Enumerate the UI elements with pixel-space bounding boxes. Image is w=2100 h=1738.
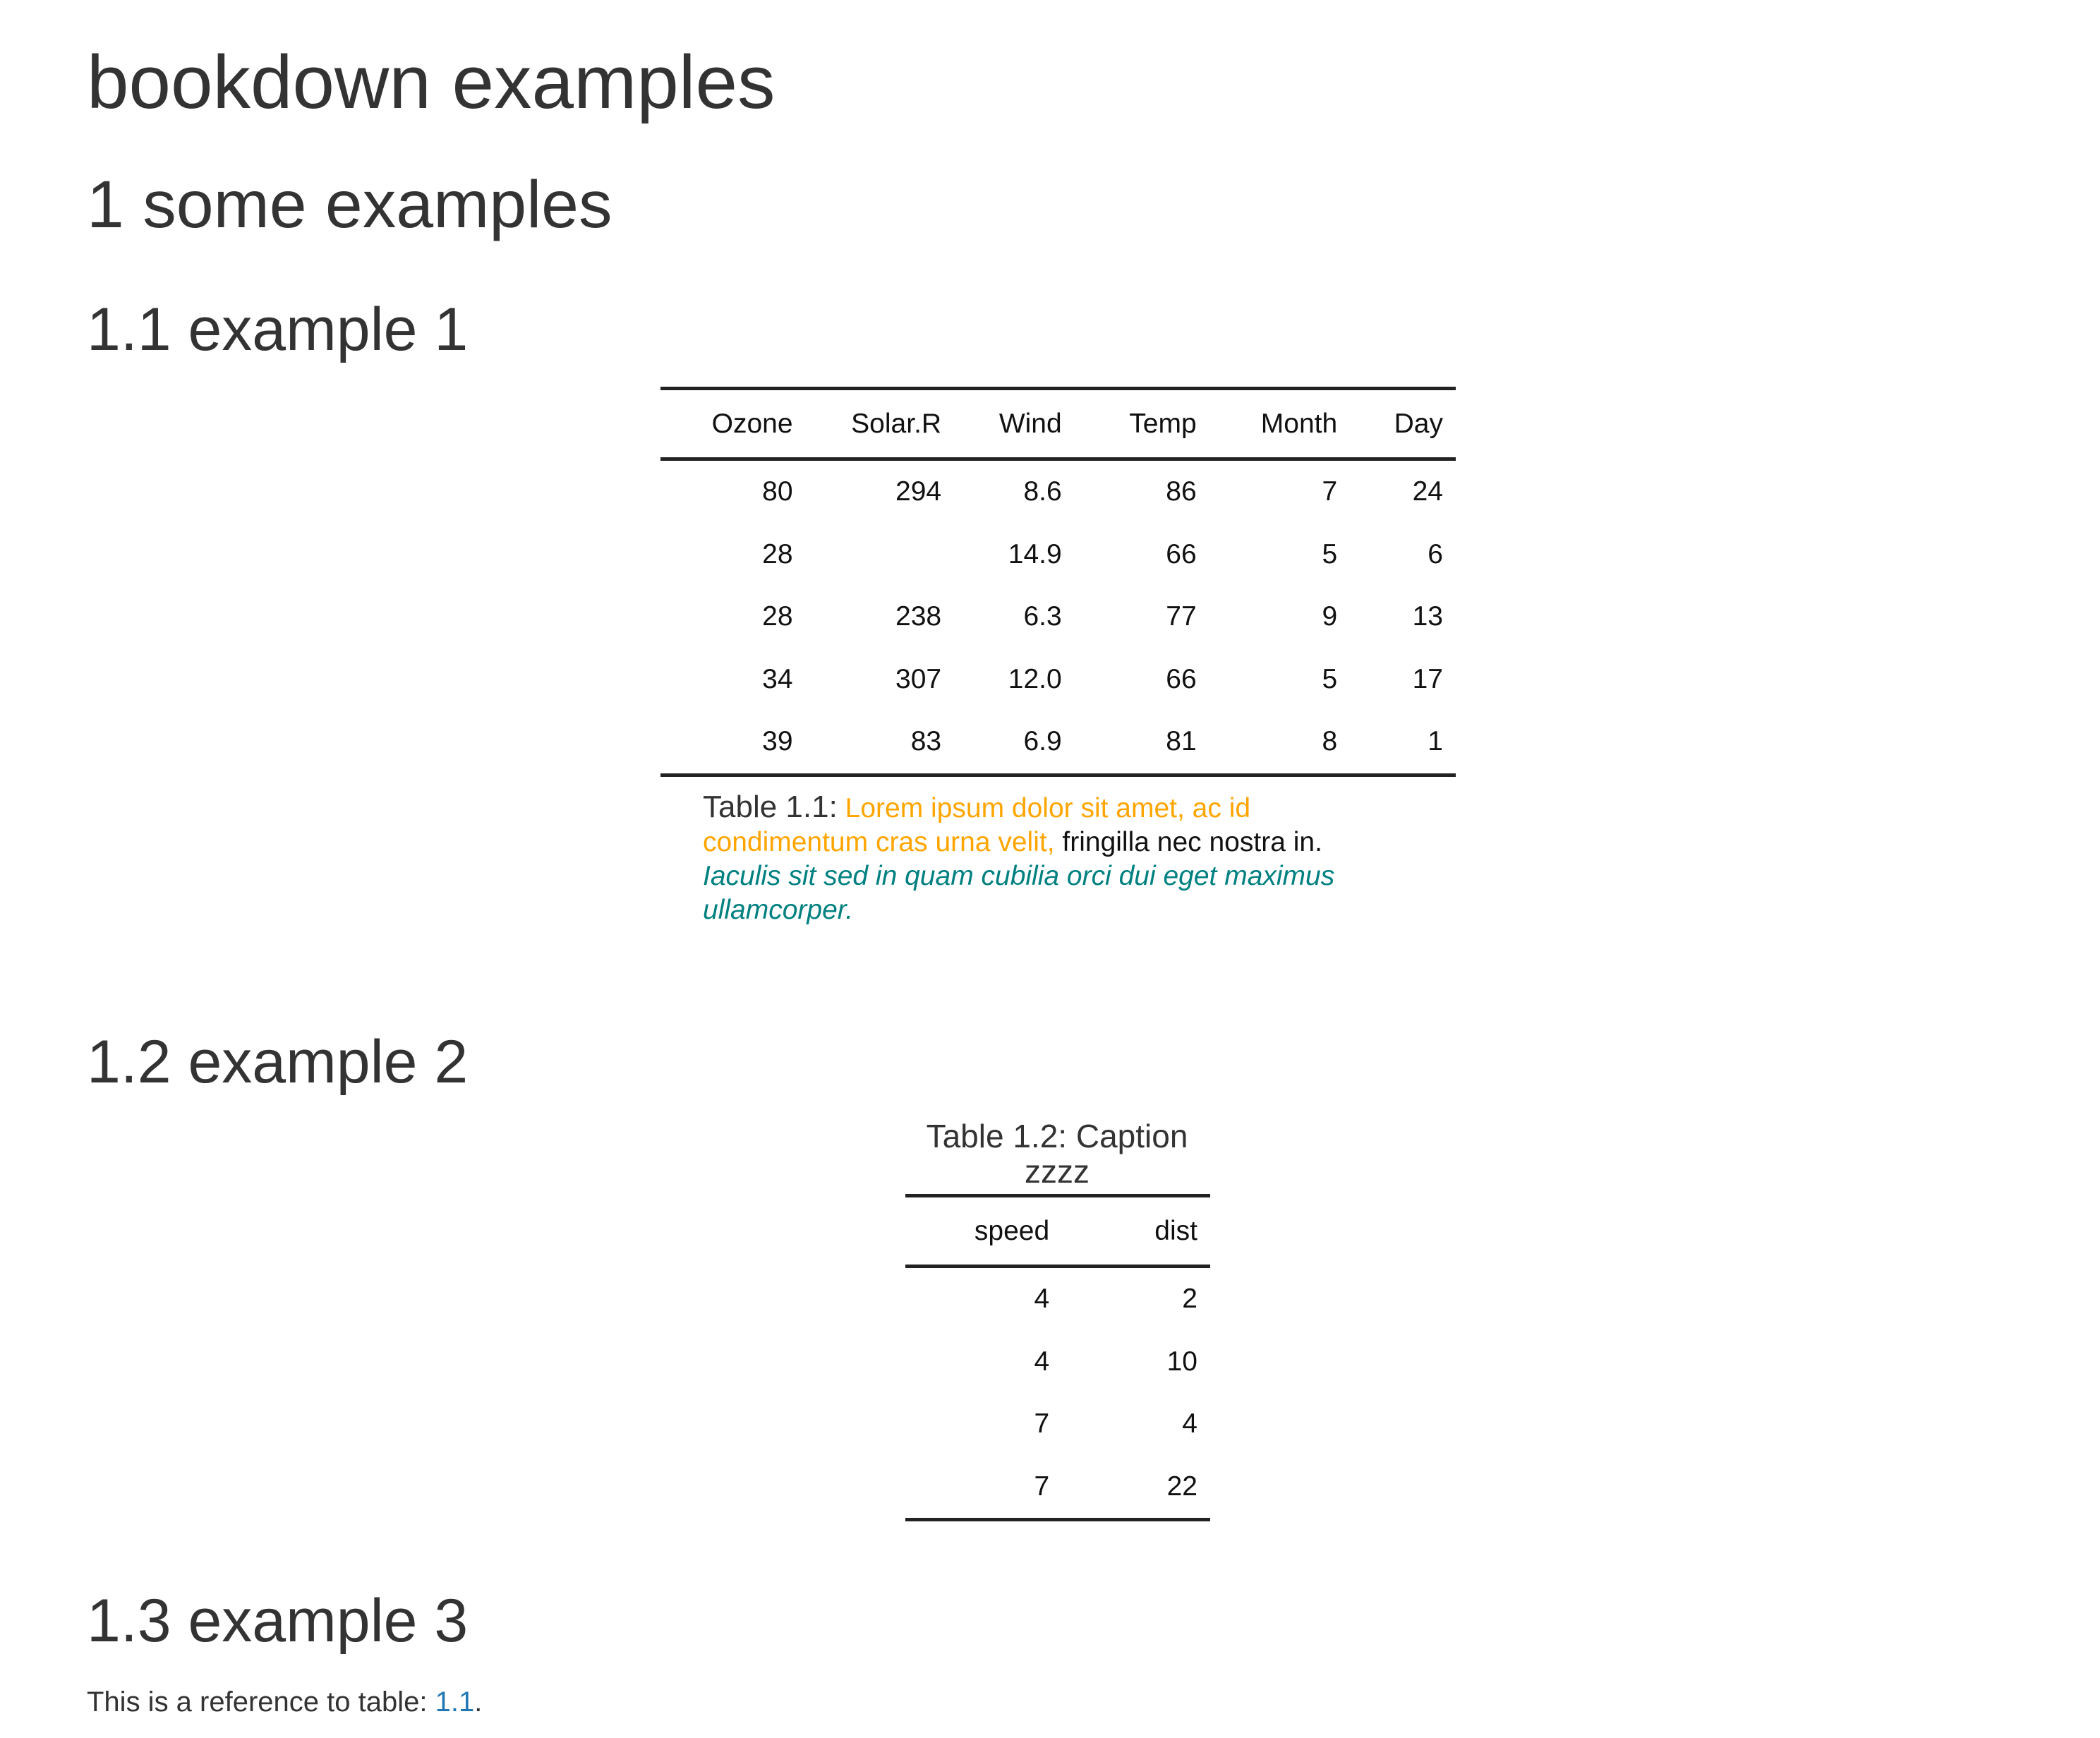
column-header: dist: [1062, 1195, 1210, 1268]
table-1-caption: Table 1.1: Lorem ipsum dolor sit amet, a…: [703, 790, 1394, 927]
table-cell: 5: [1322, 538, 1338, 569]
table-cell: [806, 524, 955, 586]
table-cell: 39: [660, 711, 806, 777]
table-cell: 22: [1062, 1455, 1210, 1521]
table-cell: 66: [1166, 663, 1197, 694]
table-cell: 7: [1322, 476, 1338, 507]
caption-plain-text: fringilla nec nostra in.: [1062, 827, 1322, 857]
caption-line-1: Table 1.2: Caption: [926, 1118, 1188, 1154]
table-row: 7 22: [905, 1455, 1210, 1521]
table-2-caption: Table 1.2: Caption zzzz: [905, 1118, 1209, 1189]
table-cell: 4: [1034, 1346, 1050, 1377]
caption-orange-text: Lorem ipsum dolor sit amet, ac id condim…: [703, 793, 1251, 857]
table-cell: 7: [1034, 1408, 1050, 1440]
table-row: 28 14.9 66 5 6: [660, 524, 1456, 586]
table-cell: 9: [1322, 601, 1338, 632]
caption-line-2: zzzz: [1025, 1153, 1090, 1190]
table-cell: 8.6: [1023, 476, 1062, 507]
table-header-row: Ozone Solar.R Wind Temp Month Day: [660, 388, 1456, 461]
section-heading-example-1: 1.1 example 1: [87, 296, 469, 363]
table-cell: 81: [1074, 711, 1209, 777]
table-cell: 238: [895, 601, 942, 632]
chapter-heading: 1 some examples: [87, 167, 612, 242]
table-row: 80 294 8.6 86 7 24: [660, 459, 1456, 524]
cars-table: speed dist 4 2 4 10 7 4 7 22: [905, 1194, 1210, 1521]
table-cell: 307: [895, 663, 942, 694]
column-header: Solar.R: [805, 388, 955, 461]
caption-label: Table 1.1:: [703, 790, 838, 824]
table-cell: 2: [1182, 1284, 1197, 1315]
table-row: 4 10: [905, 1331, 1210, 1394]
table-cell: 66: [1166, 538, 1197, 569]
column-header: Ozone: [660, 388, 806, 461]
table-cell: 34: [762, 663, 793, 694]
reference-suffix: .: [474, 1686, 483, 1718]
column-header: Day: [1350, 388, 1456, 461]
table-cell: 17: [1412, 663, 1443, 694]
table-cell: 10: [1166, 1346, 1197, 1377]
airquality-table: Ozone Solar.R Wind Temp Month Day 80 294…: [660, 387, 1456, 777]
table-cell: 80: [762, 476, 793, 507]
table-cell: 4: [1182, 1408, 1197, 1440]
table-cell: 5: [1322, 663, 1338, 694]
table-cell: 13: [1412, 601, 1443, 632]
table-cell: 83: [805, 711, 955, 777]
table-cell: 7: [905, 1455, 1063, 1521]
column-header: Month: [1209, 388, 1351, 461]
table-row: 28 238 6.3 77 9 13: [660, 586, 1456, 648]
table-cell: 24: [1412, 476, 1443, 507]
table-cell: 12.0: [1008, 663, 1062, 694]
table-header-row: speed dist: [905, 1195, 1210, 1268]
page-title: bookdown examples: [87, 40, 776, 124]
table-row: 34 307 12.0 66 5 17: [660, 648, 1456, 711]
table-cell: 77: [1166, 601, 1197, 632]
section-heading-example-3: 1.3 example 3: [87, 1587, 469, 1655]
table-cell: 294: [895, 476, 942, 507]
reference-paragraph: This is a reference to table: 1.1.: [87, 1686, 482, 1718]
table-cell: 4: [1034, 1284, 1050, 1315]
column-header: Wind: [954, 388, 1075, 461]
table-cell: 14.9: [1008, 538, 1062, 569]
table-cell: 28: [762, 538, 793, 569]
table-row: 7 4: [905, 1393, 1210, 1456]
table-row: 4 2: [905, 1267, 1210, 1331]
table-row: 39 83 6.9 81 8 1: [660, 711, 1456, 777]
table-cell: 6.9: [954, 711, 1075, 777]
column-header: speed: [905, 1195, 1063, 1268]
table-cell: 1: [1350, 711, 1456, 777]
section-heading-example-2: 1.2 example 2: [87, 1028, 469, 1096]
table-cell: 28: [762, 601, 793, 632]
table-cell: 86: [1166, 476, 1197, 507]
reference-text: This is a reference to table:: [87, 1686, 435, 1718]
table-cell: 6: [1428, 538, 1443, 569]
table-cell: 8: [1209, 711, 1351, 777]
column-header: Temp: [1074, 388, 1209, 461]
caption-teal-italic-text: Iaculis sit sed in quam cubilia orci dui…: [703, 861, 1335, 925]
table-cell: 6.3: [1023, 601, 1062, 632]
table-reference-link[interactable]: 1.1: [435, 1686, 475, 1718]
